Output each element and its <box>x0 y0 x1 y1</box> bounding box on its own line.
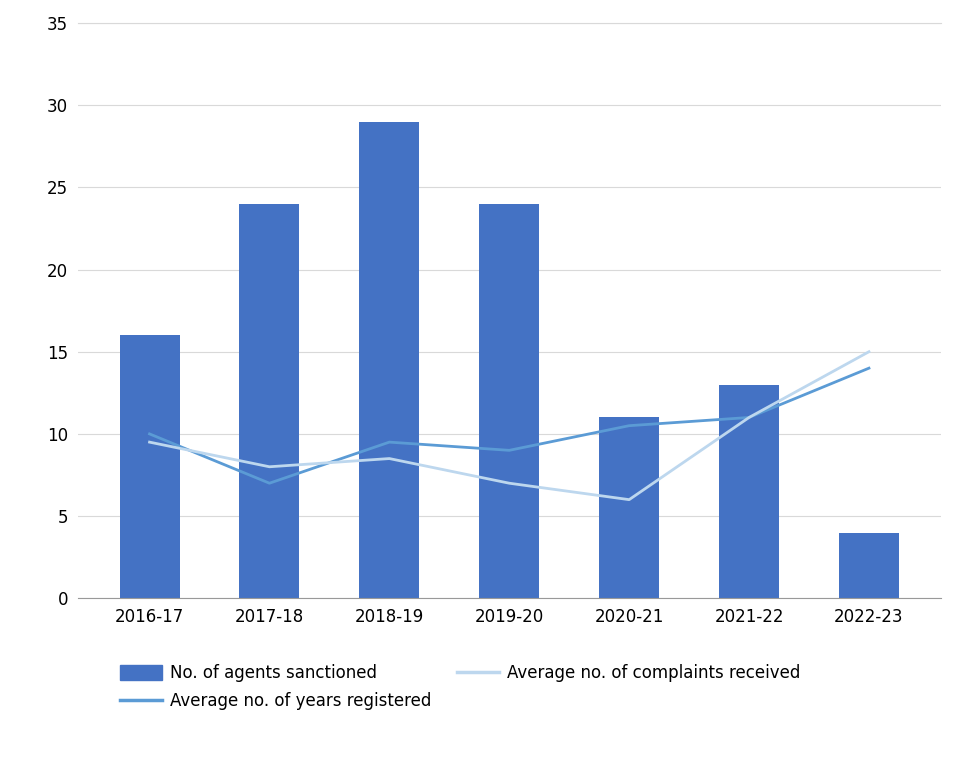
Bar <box>239 204 299 598</box>
Legend: No. of agents sanctioned, Average no. of years registered, Average no. of compla: No. of agents sanctioned, Average no. of… <box>120 664 799 710</box>
Bar <box>718 384 778 598</box>
Bar <box>119 335 179 598</box>
Bar <box>599 417 659 598</box>
Bar <box>359 122 419 598</box>
Bar <box>479 204 539 598</box>
Bar <box>838 532 898 598</box>
